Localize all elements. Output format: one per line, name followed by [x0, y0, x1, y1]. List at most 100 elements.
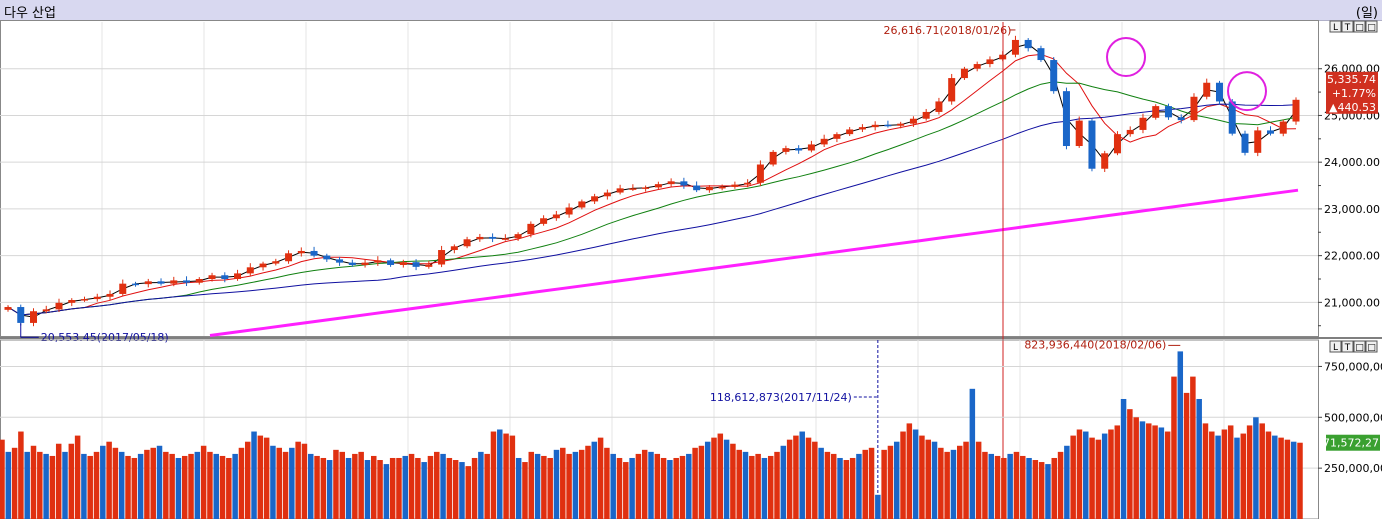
volume-bar	[1158, 427, 1165, 519]
candle-body	[4, 307, 12, 310]
candle-body	[642, 187, 650, 189]
volume-bar	[1051, 457, 1058, 519]
volume-bar	[1070, 435, 1076, 519]
volume-bar	[1215, 435, 1221, 519]
price-tick-label: 21,000.00	[1324, 296, 1380, 309]
volume-bar	[881, 449, 887, 519]
volume-bar	[1209, 431, 1215, 519]
volume-bar	[818, 447, 824, 519]
volume-bar	[421, 462, 427, 519]
candle-body	[42, 309, 50, 312]
candle-body	[1292, 99, 1300, 122]
period-label[interactable]: (일)	[1355, 6, 1378, 21]
volume-bar	[371, 455, 377, 519]
long-moving-average-line	[209, 188, 1299, 337]
volume-bar	[320, 457, 327, 519]
volume-bar	[383, 464, 390, 519]
volume-bar	[446, 457, 453, 519]
candle-body	[667, 181, 675, 185]
moving-average-line	[7, 81, 1297, 316]
volume-bar	[723, 439, 730, 519]
candle-body	[463, 239, 471, 247]
candle-body	[132, 283, 140, 286]
volume-bar	[106, 441, 112, 519]
volume-bar	[232, 453, 238, 519]
volume-bar	[471, 457, 478, 519]
panel-button-label[interactable]: □	[1355, 343, 1364, 353]
candle-body	[336, 259, 344, 263]
panel-button[interactable]	[1341, 20, 1354, 33]
candle-body	[1190, 96, 1198, 121]
volume-bar	[824, 451, 831, 519]
candle-body	[540, 218, 548, 224]
volume-bar	[578, 449, 585, 519]
volume-bar	[1083, 431, 1089, 519]
volume-bar	[730, 443, 736, 519]
candle-body	[769, 151, 777, 165]
panel-buttons: L T □ □L T □ □	[1329, 20, 1378, 353]
panel-button-label[interactable]: T	[1344, 23, 1351, 33]
panel-button[interactable]	[1329, 20, 1342, 33]
candle-body	[106, 293, 114, 297]
chart-svg: 26,000.0025,000.0024,000.0023,000.0022,0…	[0, 20, 1382, 519]
panel-button[interactable]	[1353, 20, 1366, 33]
candle-body	[731, 184, 739, 187]
candle-body	[1011, 39, 1019, 55]
candle-body	[1088, 120, 1096, 169]
volume-bar	[629, 457, 635, 519]
volume-bar	[1057, 451, 1064, 519]
volume-annotations: 823,936,440(2018/02/06) 118,612,873(2017/…	[710, 338, 1380, 495]
volume-bar	[988, 453, 995, 519]
volume-bar	[270, 445, 276, 519]
volume-bar	[452, 460, 459, 519]
panel-button-label[interactable]: T	[1344, 343, 1351, 353]
panel-button-label[interactable]: □	[1355, 23, 1364, 33]
volume-bar	[68, 443, 75, 519]
volume-bar	[219, 455, 226, 519]
candle-body	[476, 236, 484, 240]
volume-bar	[490, 431, 497, 519]
volume-bar	[1013, 451, 1020, 519]
volume-bar	[358, 451, 364, 519]
volume-bar	[213, 453, 219, 519]
candle-body	[846, 129, 854, 135]
candle-body	[119, 283, 127, 294]
volume-bar	[434, 451, 440, 519]
panel-button[interactable]	[1329, 340, 1342, 353]
volume-bar	[938, 447, 944, 519]
volume-bar	[1227, 425, 1234, 519]
candle-body	[1062, 91, 1070, 147]
panel-button[interactable]	[1365, 340, 1378, 353]
panel-button[interactable]	[1365, 20, 1378, 33]
panel-button-label[interactable]: L	[1333, 23, 1338, 33]
chart-title: 다우 산업	[4, 6, 56, 21]
panel-button-label[interactable]: □	[1367, 343, 1376, 353]
volume-bar	[875, 494, 881, 519]
volume-bar	[805, 437, 812, 519]
candle-body	[157, 281, 165, 284]
panel-button[interactable]	[1353, 340, 1366, 353]
volume-bar	[944, 451, 950, 519]
candle-body	[55, 302, 63, 310]
candle-body	[1241, 133, 1249, 153]
volume-bar	[1095, 439, 1102, 519]
candle-body	[871, 124, 879, 128]
volume-bar	[112, 447, 119, 519]
current-volume-badge	[1326, 434, 1380, 451]
candle-body	[1101, 153, 1109, 169]
volume-bar	[1020, 455, 1026, 519]
price-tick-label: 24,000.00	[1324, 156, 1380, 169]
volume-bar	[156, 445, 163, 519]
volume-bar	[37, 451, 43, 519]
panel-button[interactable]	[1341, 340, 1354, 353]
candle-body	[1037, 48, 1045, 61]
candle-body	[501, 238, 509, 240]
panel-button-label[interactable]: L	[1333, 343, 1338, 353]
volume-bar	[459, 462, 465, 519]
volume-bar	[887, 445, 894, 519]
volume-bar	[314, 455, 320, 519]
panel-button-label[interactable]: □	[1367, 23, 1376, 33]
volume-bar	[1026, 457, 1032, 519]
volume-bar	[1108, 429, 1114, 519]
candle-body	[246, 267, 254, 274]
